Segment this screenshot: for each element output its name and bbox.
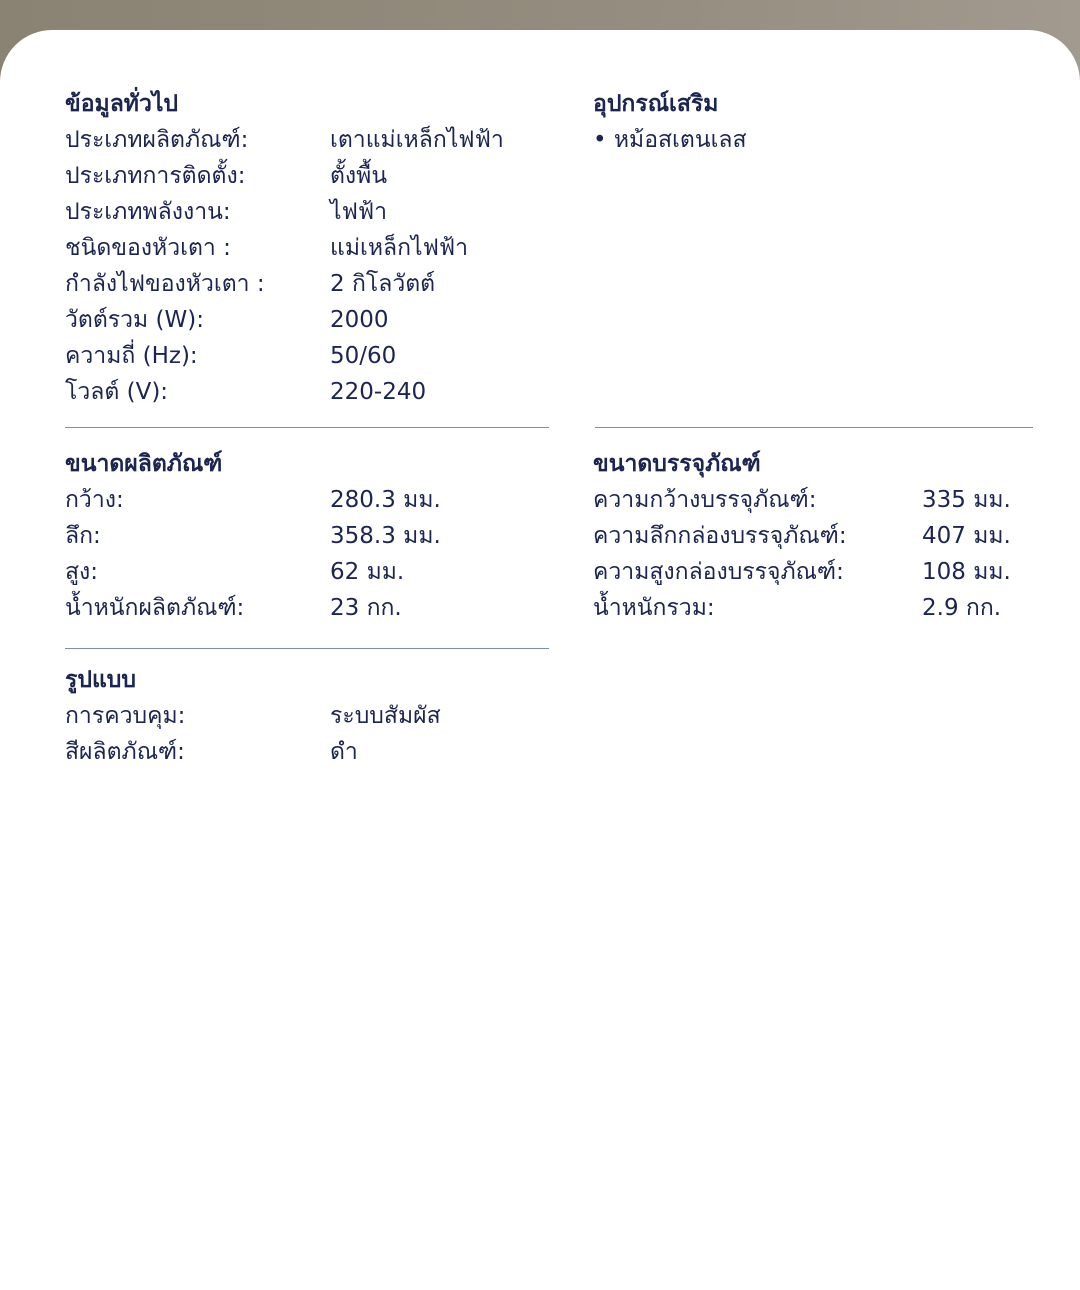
product-size-section: ขนาดผลิตภัณฑ์ กว้าง: 280.3 มม. ลึก: 358.3 ม… (65, 446, 545, 626)
spec-label: สูง: (65, 559, 99, 585)
spec-value: 358.3 มม. (330, 523, 441, 549)
style-section: รูปแบบ การควบคุม: ระบบสัมผัสสีผลิตภัณฑ์: ด… (65, 662, 545, 770)
section-title: ขนาดผลิตภัณฑ์ (65, 451, 223, 477)
spec-row: ชนิดของหัวเตา : แม่เหล็กไฟฟ้า (65, 230, 545, 266)
spec-label: สีผลิตภัณฑ์: (65, 739, 185, 765)
spec-value: ไฟฟ้า (330, 199, 388, 225)
spec-row: น้ำหนักรวม: 2.9 กก. (593, 590, 1033, 626)
spec-row: ประเภทพลังงาน: ไฟฟ้า (65, 194, 545, 230)
spec-label: ความกว้างบรรจุภัณฑ์: (593, 487, 817, 513)
divider (595, 427, 1033, 428)
spec-label: กำลังไฟของหัวเตา : (65, 271, 265, 297)
divider (65, 648, 549, 649)
spec-value: 407 มม. (922, 523, 1011, 549)
spec-label: ประเภทการติดตั้ง: (65, 163, 246, 189)
spec-value: 23 กก. (330, 595, 402, 621)
spec-row: กว้าง: 280.3 มม. (65, 482, 545, 518)
section-title: รูปแบบ (65, 667, 136, 693)
spec-card (0, 30, 1080, 1290)
spec-value: 2000 (330, 307, 389, 333)
spec-value: 62 มม. (330, 559, 405, 585)
spec-value: ระบบสัมผัส (330, 703, 441, 729)
spec-value: 108 มม. (922, 559, 1011, 585)
spec-row: วัตต์รวม (W): 2000 (65, 302, 545, 338)
spec-label: ความลึกกล่องบรรจุภัณฑ์: (593, 523, 847, 549)
spec-row: สูง: 62 มม. (65, 554, 545, 590)
section-title: ขนาดบรรจุภัณฑ์ (593, 451, 761, 477)
spec-row: กำลังไฟของหัวเตา : 2 กิโลวัตต์ (65, 266, 545, 302)
spec-label: ลึก: (65, 523, 101, 549)
section-title: ข้อมูลทั่วไป (65, 91, 179, 117)
spec-value: ดำ (330, 739, 358, 765)
spec-value: 280.3 มม. (330, 487, 441, 513)
spec-label: การควบคุม: (65, 703, 186, 729)
spec-row: ประเภทผลิตภัณฑ์: เตาแม่เหล็กไฟฟ้า (65, 122, 545, 158)
spec-label: วัตต์รวม (W): (65, 307, 204, 333)
spec-value: 2 กิโลวัตต์ (330, 271, 436, 297)
spec-label: ประเภทพลังงาน: (65, 199, 231, 225)
spec-label: ความสูงกล่องบรรจุภัณฑ์: (593, 559, 844, 585)
spec-value: 2.9 กก. (922, 595, 1002, 621)
spec-row: ความกว้างบรรจุภัณฑ์: 335 มม. (593, 482, 1033, 518)
spec-value: เตาแม่เหล็กไฟฟ้า (330, 127, 504, 153)
spec-row: การควบคุม: ระบบสัมผัส (65, 698, 545, 734)
spec-row: น้ำหนักผลิตภัณฑ์: 23 กก. (65, 590, 545, 626)
spec-value: แม่เหล็กไฟฟ้า (330, 235, 469, 261)
spec-row: ความสูงกล่องบรรจุภัณฑ์: 108 มม. (593, 554, 1033, 590)
spec-label: น้ำหนักรวม: (593, 595, 715, 621)
accessories-section: อุปกรณ์เสริม • หม้อสเตนเลส (593, 86, 1033, 158)
spec-row: ลึก: 358.3 มม. (65, 518, 545, 554)
general-info-section: ข้อมูลทั่วไป ประเภทผลิตภัณฑ์: เตาแม่เหล็ก… (65, 86, 545, 410)
spec-label: ชนิดของหัวเตา : (65, 235, 231, 261)
spec-label: โวลต์ (V): (65, 379, 169, 405)
spec-label: น้ำหนักผลิตภัณฑ์: (65, 595, 245, 621)
spec-label: ประเภทผลิตภัณฑ์: (65, 127, 249, 153)
accessory-item: • หม้อสเตนเลส (593, 127, 747, 153)
spec-label: กว้าง: (65, 487, 124, 513)
divider (65, 427, 549, 428)
spec-value: 335 มม. (922, 487, 1011, 513)
spec-row: โวลต์ (V): 220-240 (65, 374, 545, 410)
spec-row: ความลึกกล่องบรรจุภัณฑ์: 407 มม. (593, 518, 1033, 554)
spec-label: ความถี่ (Hz): (65, 343, 198, 369)
spec-row: สีผลิตภัณฑ์: ดำ (65, 734, 545, 770)
spec-value: 50/60 (330, 343, 397, 369)
section-title: อุปกรณ์เสริม (593, 91, 719, 117)
spec-row: ประเภทการติดตั้ง: ตั้งพื้น (65, 158, 545, 194)
spec-value: ตั้งพื้น (330, 163, 388, 189)
package-size-section: ขนาดบรรจุภัณฑ์ ความกว้างบรรจุภัณฑ์: 335 ม… (593, 446, 1033, 626)
spec-value: 220-240 (330, 379, 427, 405)
spec-row: ความถี่ (Hz): 50/60 (65, 338, 545, 374)
